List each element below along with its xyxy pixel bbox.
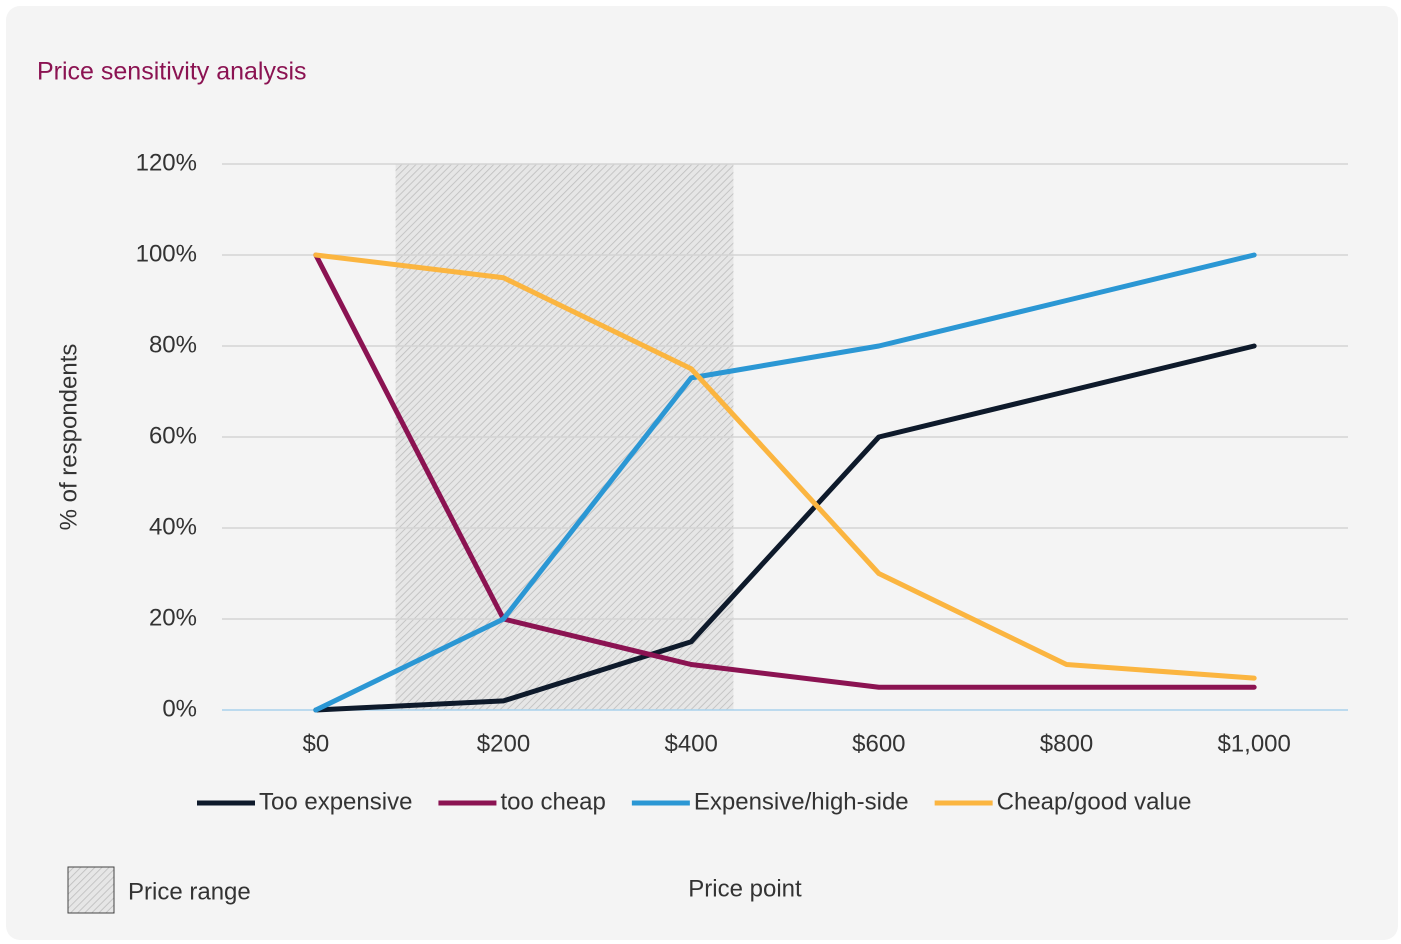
y-tick-label: 120% <box>136 149 197 176</box>
y-tick-label: 60% <box>149 422 197 449</box>
y-axis-label: % of respondents <box>55 344 82 531</box>
legend-label: too cheap <box>500 788 605 815</box>
x-tick-label: $1,000 <box>1217 730 1290 757</box>
x-tick-label: $200 <box>477 730 530 757</box>
legend-label: Cheap/good value <box>997 788 1192 815</box>
series-line <box>313 252 1257 690</box>
series-line <box>313 252 1257 681</box>
x-tick-label: $800 <box>1040 730 1093 757</box>
series-line <box>313 343 1257 713</box>
y-tick-label: 100% <box>136 240 197 267</box>
x-tick-label: $400 <box>664 730 717 757</box>
y-tick-label: 80% <box>149 331 197 358</box>
x-tick-label: $0 <box>302 730 329 757</box>
price-range-legend-label: Price range <box>128 878 251 905</box>
y-tick-label: 20% <box>149 604 197 631</box>
legend-label: Too expensive <box>259 788 412 815</box>
y-tick-label: 40% <box>149 513 197 540</box>
x-tick-label: $600 <box>852 730 905 757</box>
y-tick-label: 0% <box>162 695 197 722</box>
x-axis-label: Price point <box>688 875 802 902</box>
price-range-legend-swatch <box>67 866 115 914</box>
legend-label: Expensive/high-side <box>694 788 909 815</box>
series-line <box>313 252 1257 713</box>
chart-title: Price sensitivity analysis <box>37 58 307 86</box>
